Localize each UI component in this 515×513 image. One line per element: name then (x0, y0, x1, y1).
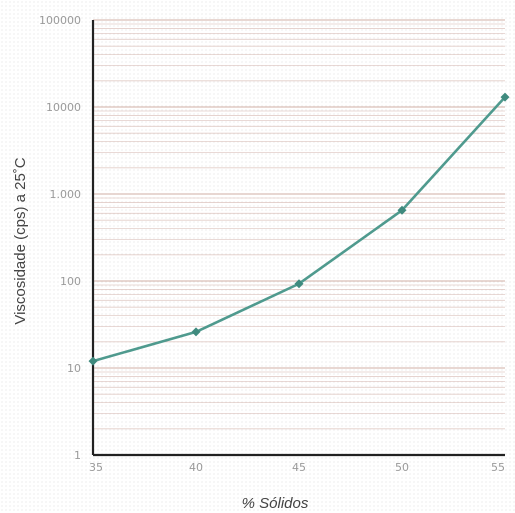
axes (91, 20, 505, 457)
x-tick-labels: 35 40 45 50 55 (89, 461, 505, 474)
x-tick-label: 50 (395, 461, 409, 474)
grid-lines (93, 19, 505, 430)
x-axis-label: % Sólidos (242, 495, 309, 512)
y-tick-label: 1 (74, 449, 81, 462)
data-point-marker (191, 327, 201, 337)
data-point-marker (294, 279, 304, 289)
y-axis-label: Viscosidade (cps) a 25˚C (12, 157, 29, 324)
x-tick-label: 40 (189, 461, 203, 474)
x-tick-label: 45 (292, 461, 306, 474)
x-tick-label: 55 (491, 461, 505, 474)
x-tick-label: 35 (89, 461, 103, 474)
data-point-marker (88, 356, 98, 366)
series (88, 92, 510, 366)
data-point-marker (397, 205, 407, 215)
data-point-marker (500, 92, 510, 102)
y-tick-label: 1.000 (50, 188, 82, 201)
y-tick-label: 10000 (46, 101, 81, 114)
y-tick-labels: 1 10 100 1.000 10000 100000 (39, 14, 81, 462)
y-tick-label: 100 (60, 275, 81, 288)
y-tick-label: 100000 (39, 14, 81, 27)
y-tick-label: 10 (67, 362, 81, 375)
series-line (92, 96, 506, 363)
